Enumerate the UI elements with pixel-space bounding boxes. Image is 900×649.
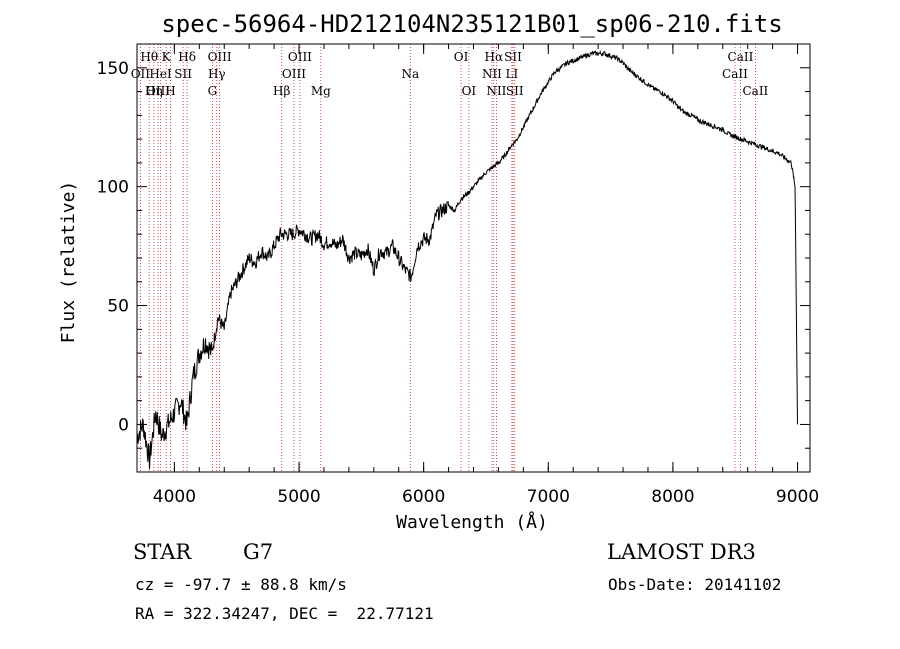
- spectral-line-label: HeI: [149, 67, 172, 81]
- x-tick-label: 4000: [153, 487, 196, 507]
- object-subclass: G7: [243, 540, 274, 564]
- spectral-line-label: SII: [504, 50, 522, 64]
- obs-date-text: Obs-Date: 20141102: [608, 575, 782, 594]
- y-axis-label: Flux (relative): [58, 181, 79, 344]
- y-tick-label: 100: [97, 178, 129, 198]
- x-tick-label: 5000: [277, 487, 320, 507]
- plot-frame: [136, 43, 811, 473]
- redshift-text: cz = -97.7 ± 88.8 km/s: [135, 575, 347, 594]
- spectral-line-label: Na: [401, 67, 419, 81]
- spectral-line-label: Hβ: [273, 84, 290, 98]
- spectral-line-label: G: [208, 84, 218, 98]
- chart-title: spec-56964-HD212104N235121B01_sp06-210.f…: [161, 10, 782, 38]
- spectral-line-label: Hα: [485, 50, 504, 64]
- spectral-line-label: Hγ: [208, 67, 226, 81]
- spectral-line-label: SII: [506, 84, 524, 98]
- spectral-line-label: SII: [174, 67, 192, 81]
- x-axis-label: Wavelength (Å): [396, 511, 548, 533]
- x-tick-label: 6000: [402, 487, 445, 507]
- spectral-line-label: OIII: [208, 50, 232, 64]
- spectral-line-label: OII: [131, 67, 151, 81]
- spectral-line-label: OI: [454, 50, 469, 64]
- x-tick-label: 8000: [651, 487, 694, 507]
- spectral-line-label: Hθ: [140, 50, 158, 64]
- y-tick-label: 150: [97, 59, 129, 79]
- object-class: STAR: [133, 540, 192, 564]
- spectral-line-label: Mg: [311, 84, 331, 98]
- spectral-line-label: OI: [462, 84, 477, 98]
- spectral-line-label: LI: [506, 67, 519, 81]
- spectral-line-label: OIII: [288, 50, 312, 64]
- x-tick-label: 9000: [776, 487, 819, 507]
- spectral-line-label: H: [165, 84, 175, 98]
- y-tick-label: 0: [118, 415, 129, 435]
- x-tick-label: 7000: [527, 487, 570, 507]
- y-tick-label: 50: [107, 297, 129, 317]
- spectral-line-labels: Hθ OII OIII K HeI Hη H Hδ SII OIII Hγ G Hβ OIII OIII Mg…: [131, 50, 769, 98]
- survey-name: LAMOST DR3: [607, 540, 756, 564]
- spectral-line-label: K: [162, 50, 172, 64]
- spectral-line-label: OIII: [146, 84, 170, 98]
- axis-ticks: 4000 5000 6000 7000 8000 9000 0 50 100 150: [97, 43, 819, 507]
- spectral-line-label: CaII: [728, 50, 754, 64]
- spectral-lines-layer: [139, 44, 756, 472]
- spectral-line-label: NII: [482, 67, 502, 81]
- spectrum-series-line: [136, 49, 798, 470]
- spectral-line-label: Hη: [145, 84, 163, 98]
- spectral-line-label: NII: [486, 84, 506, 98]
- spectral-line-label: CaII: [722, 67, 748, 81]
- spectral-line-label: OIII: [282, 67, 306, 81]
- spectral-line-label: Hδ: [178, 50, 196, 64]
- coordinates-text: RA = 322.34247, DEC = 22.77121: [135, 604, 434, 623]
- spectral-line-label: CaII: [742, 84, 768, 98]
